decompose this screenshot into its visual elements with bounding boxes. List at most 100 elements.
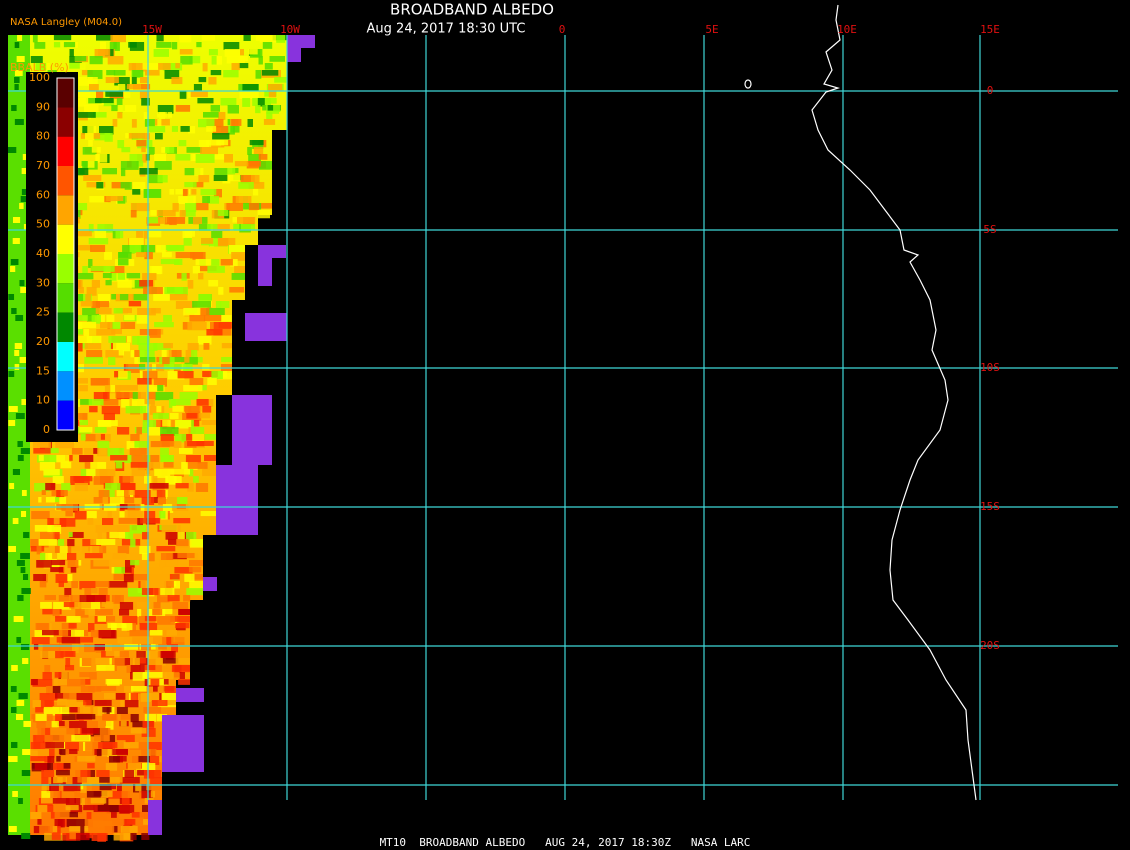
pixel	[186, 588, 203, 596]
pixel	[55, 616, 68, 622]
pixel	[175, 252, 195, 259]
pixel	[14, 77, 20, 83]
pixel	[117, 525, 130, 532]
pixel	[93, 560, 112, 567]
pixel	[212, 133, 230, 140]
pixel	[147, 574, 165, 582]
pixel	[84, 588, 92, 596]
pixel	[17, 35, 23, 41]
pixel	[84, 553, 103, 559]
pixel	[229, 245, 245, 254]
pixel	[212, 126, 229, 135]
pixel	[72, 644, 79, 653]
pixel	[173, 518, 191, 524]
pixel	[95, 301, 110, 308]
pixel	[99, 784, 112, 791]
pixel	[121, 791, 130, 799]
pixel	[94, 609, 113, 616]
pixel	[131, 119, 137, 128]
pixel	[53, 777, 63, 784]
pixel	[141, 147, 146, 153]
pixel	[117, 84, 126, 91]
pixel	[90, 245, 106, 252]
pixel	[20, 196, 28, 202]
pixel	[157, 385, 164, 392]
pixel	[167, 112, 172, 118]
pixel	[69, 826, 89, 832]
pixel	[34, 763, 48, 771]
pixel	[97, 833, 106, 842]
pixel	[161, 693, 176, 702]
pixel	[19, 357, 29, 363]
pixel	[13, 616, 24, 622]
pixel	[204, 462, 216, 470]
pixel	[164, 70, 180, 79]
pixel	[157, 616, 175, 625]
pixel	[16, 560, 25, 566]
pixel	[139, 280, 153, 287]
pixel	[86, 469, 100, 478]
pixel	[180, 56, 193, 65]
pixel	[196, 441, 214, 447]
pixel	[156, 490, 166, 499]
pixel	[154, 469, 171, 478]
pixel	[91, 378, 109, 386]
pixel	[115, 462, 123, 469]
pixel	[73, 385, 88, 392]
pixel	[14, 70, 23, 76]
pixel	[129, 448, 147, 456]
pixel	[40, 532, 55, 540]
pixel	[69, 833, 81, 839]
pixel	[64, 588, 72, 597]
pixel	[42, 644, 61, 651]
legend-swatch	[57, 400, 74, 430]
pixel	[14, 364, 20, 370]
pixel	[81, 161, 86, 167]
pixel	[71, 448, 83, 455]
pixel	[30, 749, 49, 758]
pixel	[143, 651, 158, 660]
pixel	[184, 406, 192, 412]
pixel	[42, 630, 59, 636]
pixel	[184, 574, 195, 582]
pixel	[154, 161, 172, 170]
pixel	[141, 644, 151, 651]
pixel	[252, 189, 259, 196]
pixel	[11, 105, 17, 111]
pixel	[30, 742, 41, 751]
pixel	[202, 406, 212, 413]
pixel	[45, 63, 50, 71]
pixel	[103, 735, 109, 742]
pixel	[16, 700, 25, 706]
pixel	[87, 770, 95, 778]
pixel	[116, 735, 126, 741]
legend-swatch	[57, 342, 74, 372]
pixel	[34, 525, 50, 532]
coast	[811, 4, 977, 801]
pixel	[86, 721, 98, 730]
pixel	[31, 511, 50, 520]
pixel	[217, 238, 236, 247]
pixel	[136, 161, 144, 167]
pixel	[124, 511, 137, 519]
pixel	[17, 455, 24, 461]
pixel	[97, 805, 113, 812]
pixel	[153, 378, 167, 387]
pixel	[78, 322, 97, 329]
pixel	[117, 112, 123, 119]
pixel	[226, 203, 243, 211]
pixel	[91, 315, 101, 324]
pixel	[35, 63, 47, 71]
pixel	[185, 203, 197, 212]
pixel	[53, 630, 69, 636]
pixel	[183, 595, 191, 602]
pixel	[100, 322, 113, 329]
pixel	[276, 35, 286, 43]
pixel	[55, 693, 70, 699]
pixel	[139, 91, 150, 100]
pixel	[139, 546, 151, 555]
legend-label: 80	[36, 130, 50, 143]
pixel	[87, 161, 95, 168]
pixel	[86, 833, 94, 839]
pixel	[181, 273, 187, 281]
